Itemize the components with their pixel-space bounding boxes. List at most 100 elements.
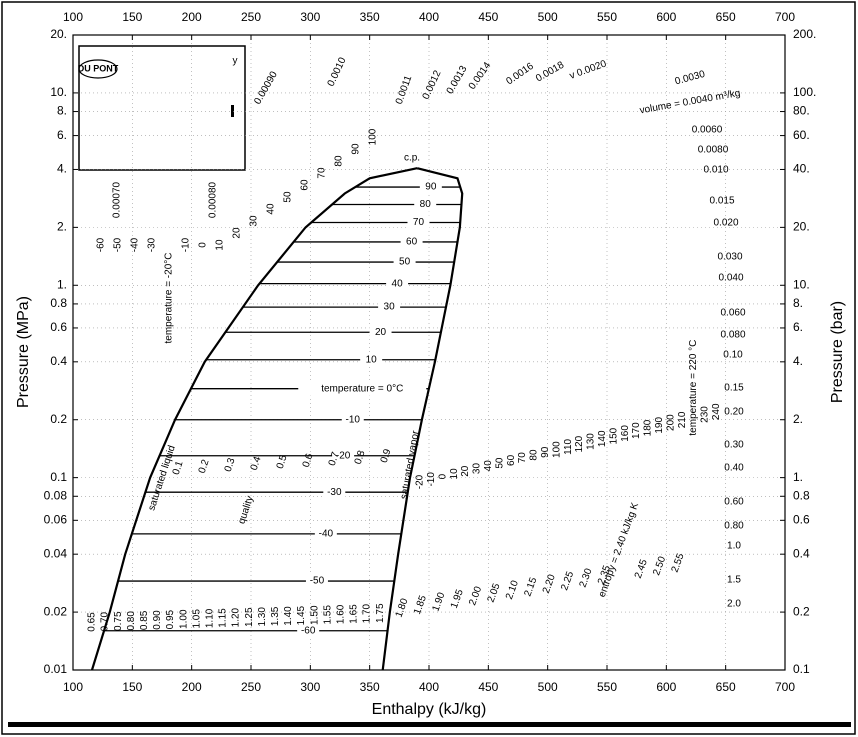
superheat-temperature-label: 100 [551, 441, 562, 458]
superheat-temperature-label: 80 [529, 449, 540, 461]
superheat-temperature-label: 190 [654, 417, 665, 434]
volume-label: 0.15 [724, 383, 744, 394]
entropy-label: 0.95 [165, 609, 176, 629]
entropy-label: 1.60 [336, 604, 347, 624]
x-tick-label: 600 [656, 680, 676, 694]
label-bg [314, 526, 337, 541]
superheat-temperature-label: -10 [426, 472, 437, 487]
y2-tick-label: 200. [793, 27, 816, 41]
volume-label: 1.5 [727, 575, 741, 586]
superheat-temperature-label: 200 [665, 414, 676, 431]
entropy-label: 1.55 [322, 605, 333, 625]
x-tick-label-top: 400 [419, 10, 439, 24]
liquid-temperature-label: -30 [147, 237, 158, 252]
y-tick-label: 0.02 [44, 604, 68, 618]
y-axis-title: Pressure (MPa) [15, 296, 32, 408]
x-tick-label: 500 [538, 680, 558, 694]
entropy-label: 0.80 [126, 611, 137, 631]
x-tick-label-top: 650 [716, 10, 736, 24]
x-tick-label: 200 [182, 680, 202, 694]
y2-tick-label: 0.2 [793, 604, 810, 618]
isotherm-label: -10 [346, 414, 361, 425]
entropy-label: 1.00 [178, 609, 189, 629]
entropy-label: 1.75 [375, 603, 386, 623]
x-tick-label: 650 [716, 680, 736, 694]
y-tick-label: 0.01 [44, 662, 68, 676]
y2-tick-label: 80. [793, 104, 810, 118]
superheat-temperature-label: 130 [586, 433, 597, 450]
volume-label: 0.020 [713, 218, 738, 229]
superheat-temperature-label: 40 [483, 460, 494, 472]
superheat-temperature-label: 240 [711, 403, 722, 420]
y2-tick-label: 40. [793, 162, 810, 176]
liquid-volume-label: 0.00070 [112, 181, 123, 218]
liquid-temperature-label: 80 [334, 155, 345, 167]
x-tick-label: 250 [241, 680, 261, 694]
label-bg [407, 215, 430, 230]
volume-label: 0.0080 [698, 145, 729, 156]
x-tick-label-top: 500 [538, 10, 558, 24]
liquid-temperature-label: 10 [215, 239, 226, 251]
y-tick-label: 0.08 [44, 488, 68, 502]
liquid-temperature-label: temperature = -20°C [164, 253, 175, 344]
quality-label: 0.3 [223, 456, 238, 473]
isotherm-label: temperature = 0°C [321, 383, 403, 394]
y-tick-label: 0.06 [44, 512, 68, 526]
bottom-bar [8, 722, 851, 727]
volume-label: 0.40 [724, 463, 744, 474]
isotherm-label: 70 [413, 217, 425, 228]
volume-label: 0.040 [718, 273, 743, 284]
liquid-temperature-label: 100 [368, 128, 379, 145]
critical-point-label: c.p. [404, 153, 420, 164]
superheat-temperature-label: 20 [460, 465, 471, 477]
label-bg [400, 234, 423, 249]
saturation-curve [90, 167, 418, 671]
y2-tick-label: 4. [793, 354, 803, 368]
superheat-temperature-label: 60 [506, 454, 517, 466]
liquid-temperature-label: 40 [266, 203, 277, 215]
isotherm-label: 80 [420, 199, 432, 210]
volume-label: 0.010 [703, 165, 728, 176]
quality-label: 0.5 [275, 453, 290, 470]
volume-label: 0.10 [723, 350, 743, 361]
superheat-temperature-label: 70 [517, 452, 528, 464]
logo-box [78, 45, 246, 171]
entropy-label: 1.70 [362, 603, 373, 623]
label-bg [332, 448, 355, 463]
y2-tick-label: 6. [793, 320, 803, 334]
y-tick-label: 1. [57, 277, 67, 291]
y-tick-label: 0.6 [50, 320, 67, 334]
superheat-temperature-label: 50 [494, 457, 505, 469]
volume-label: 0.015 [709, 196, 734, 207]
x-tick-label-top: 550 [597, 10, 617, 24]
superheat-temperature-label: 180 [643, 419, 654, 436]
entropy-label: 0.65 [87, 612, 98, 632]
superheat-temperature-label: 150 [608, 427, 619, 444]
superheat-temperature-label: 90 [540, 446, 551, 458]
x-tick-label-top: 600 [656, 10, 676, 24]
entropy-label: 1.30 [257, 607, 268, 627]
x-tick-label: 100 [63, 680, 83, 694]
entropy-label: 1.40 [283, 606, 294, 626]
y2-tick-label: 20. [793, 220, 810, 234]
isotherm-label: -60 [301, 625, 316, 636]
label-bg [393, 255, 416, 270]
y-tick-label: 0.1 [50, 470, 67, 484]
liquid-temperature-label: -60 [96, 237, 107, 252]
liquid-temperature-label: 50 [283, 191, 294, 203]
y-tick-label: 0.4 [50, 354, 67, 368]
x-tick-label-top: 700 [775, 10, 795, 24]
label-bg [378, 300, 401, 315]
entropy-label: 0.85 [139, 610, 150, 630]
volume-label: 1.0 [727, 541, 741, 552]
x-tick-label: 550 [597, 680, 617, 694]
entropy-label: 0.75 [113, 611, 124, 631]
label-bg [297, 623, 320, 638]
liquid-temperature-label: 0 [198, 242, 209, 248]
liquid-volume-label: 0.00080 [208, 181, 219, 218]
label-bg [360, 352, 383, 367]
isotherm-label: 60 [406, 237, 418, 248]
isotherm-label: 20 [375, 327, 387, 338]
quality-label: 0.1 [171, 459, 186, 476]
